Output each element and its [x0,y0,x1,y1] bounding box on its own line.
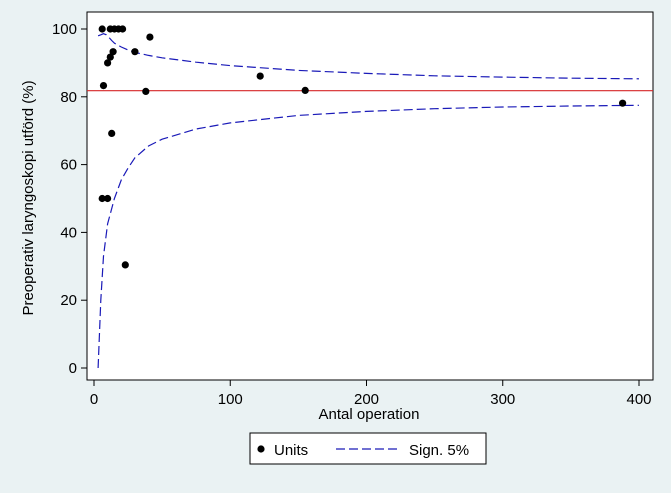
x-tick-label: 100 [218,391,243,408]
y-tick-label: 80 [60,89,77,106]
scatter-points [98,25,627,269]
legend-sign-label: Sign. 5% [409,442,469,459]
y-tick-label: 40 [60,224,77,241]
y-tick-label: 60 [60,157,77,174]
confidence-bands [97,33,640,369]
plot-area [86,11,654,381]
data-point [121,261,129,269]
data-point [99,82,108,90]
data-point [109,48,117,56]
data-point [131,48,139,56]
y-tick-label: 20 [60,292,77,309]
data-point [301,86,309,94]
y-axis-label: Preoperativ laryngoskopi utförd (%) [20,80,37,315]
x-tick-label: 300 [490,391,515,408]
data-point [142,87,150,95]
legend-units-marker [257,445,265,453]
y-tick-label: 0 [69,360,77,377]
legend-units-label: Units [274,442,308,459]
legend: Units Sign. 5% [249,432,487,465]
lower-limit-line [97,104,640,369]
data-point [146,33,154,41]
data-point [119,25,127,33]
x-tick-label: 400 [626,391,651,408]
data-point [106,53,114,61]
data-point [256,72,264,80]
data-point [98,25,106,33]
y-tick-label: 100 [52,21,77,38]
data-point [104,194,112,203]
data-point [108,129,116,137]
x-axis-label: Antal operation [319,406,420,423]
data-point [619,99,627,107]
upper-limit-line [97,33,640,80]
x-tick-label: 200 [354,391,379,408]
axes: 0 20 40 60 80 100 0 100 200 300 400 [52,21,652,408]
x-tick-label: 0 [90,391,98,408]
data-point [104,59,112,67]
data-point [98,194,106,203]
